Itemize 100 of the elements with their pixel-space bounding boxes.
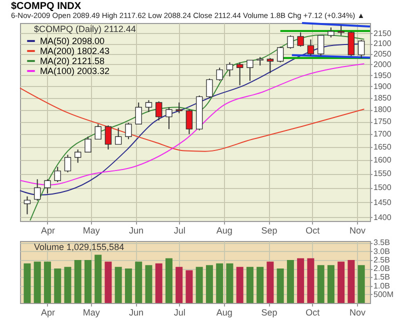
annotation: $COMPQ (Daily) 2112.44: [34, 24, 136, 34]
x-tick-label: May: [82, 308, 100, 318]
x-tick-label: Sep: [261, 226, 278, 236]
y-tick-label: 2.5B: [374, 255, 390, 264]
x-tick-label: Aug: [216, 226, 232, 236]
bar: [64, 266, 72, 303]
chart-title: $COMPQ INDX: [11, 1, 82, 12]
candlestick: [94, 124, 102, 140]
candlestick: [287, 34, 294, 50]
x-tick-label: Jul: [174, 226, 186, 236]
candlestick: [328, 27, 334, 38]
candlestick: [125, 122, 132, 140]
legend-label: MA(100) 2003.32: [40, 66, 110, 76]
candlestick: [135, 102, 142, 125]
candlestick: [317, 34, 324, 56]
y-tick-label: 1900: [374, 82, 392, 91]
candlestick: [24, 196, 31, 215]
y-tick-label: 1700: [374, 130, 392, 139]
x-tick-label: Sep: [261, 308, 278, 318]
bar: [256, 266, 264, 303]
candlestick: [276, 46, 284, 63]
bar: [348, 260, 355, 303]
x-tick-label: May: [82, 226, 100, 236]
bar: [176, 266, 183, 303]
bar: [54, 268, 62, 303]
y-tick-label: 1600: [374, 156, 392, 165]
x-tick-label: Jun: [128, 308, 144, 318]
bar: [24, 263, 31, 303]
y-tick-label: 500M: [374, 290, 394, 299]
legend-label: MA(20) 2121.58: [40, 56, 105, 66]
candlestick: [34, 178, 41, 202]
line-series: [30, 34, 365, 221]
candlestick: [206, 78, 213, 98]
candlestick: [84, 136, 92, 153]
bar: [317, 265, 324, 303]
x-tick-label: Oct: [306, 308, 320, 318]
candlestick: [145, 100, 152, 112]
bar: [145, 265, 152, 303]
bar: [338, 262, 345, 303]
bar: [34, 262, 41, 303]
bar: [84, 260, 92, 303]
bar: [327, 265, 334, 303]
x-tick-label: Apr: [40, 226, 55, 236]
y-tick-label: 1550: [374, 169, 392, 178]
candlestick: [186, 109, 193, 135]
bar: [114, 266, 122, 303]
y-tick-label: 1400: [374, 212, 392, 222]
legend-label: MA(50) 2098.00: [40, 36, 105, 46]
bar: [44, 262, 51, 303]
bar: [226, 263, 234, 303]
candlestick: [176, 102, 182, 114]
y-tick-label: 3.0B: [374, 246, 390, 256]
bar: [155, 263, 162, 303]
y-tick-label: 2.0B: [374, 264, 390, 274]
y-tick-label: 2050: [374, 49, 392, 58]
y-tick-label: 1850: [374, 93, 392, 102]
candlestick: [44, 178, 51, 194]
y-tick-label: 2100: [374, 39, 392, 48]
candlestick: [166, 106, 172, 130]
y-tick-label: 1800: [374, 105, 392, 114]
x-tick-label: Jul: [174, 308, 186, 318]
candlestick: [297, 32, 304, 48]
y-tick-label: 1.0B: [374, 281, 390, 290]
y-tick-label: 2000: [374, 60, 392, 69]
bar: [297, 258, 304, 303]
x-tick-label: Oct: [306, 226, 320, 236]
bar: [135, 262, 142, 303]
candlestick: [226, 62, 234, 77]
candlestick: [155, 100, 162, 121]
annotation: Volume 1,029,155,584: [34, 242, 124, 252]
x-tick-label: Apr: [40, 308, 55, 318]
bar: [74, 260, 82, 303]
bar: [94, 254, 102, 303]
y-tick-label: 1.5B: [374, 272, 390, 282]
bar: [186, 270, 193, 303]
legend-label: MA(200) 1802.43: [40, 46, 110, 56]
line-series: [20, 88, 365, 152]
candlestick: [307, 38, 314, 56]
bar: [165, 258, 172, 303]
bar: [286, 260, 294, 303]
x-tick-label: Nov: [349, 226, 366, 236]
candlestick: [236, 62, 244, 86]
candlestick: [114, 127, 122, 145]
y-tick-label: 1950: [374, 70, 392, 80]
bar: [358, 265, 365, 303]
y-tick-label: 3.5B: [374, 238, 390, 248]
candlestick: [358, 39, 365, 59]
candlestick: [348, 30, 355, 56]
candlestick: [338, 25, 344, 36]
bar: [124, 268, 132, 303]
candlestick: [246, 60, 254, 82]
candlestick: [64, 154, 72, 173]
y-tick-label: 1500: [374, 183, 392, 192]
y-tick-label: 1450: [374, 198, 392, 207]
candlestick: [54, 166, 61, 183]
bar: [196, 266, 203, 303]
bar: [206, 265, 213, 303]
bar: [236, 266, 244, 303]
bar: [307, 258, 314, 303]
x-tick-label: Aug: [216, 308, 232, 318]
